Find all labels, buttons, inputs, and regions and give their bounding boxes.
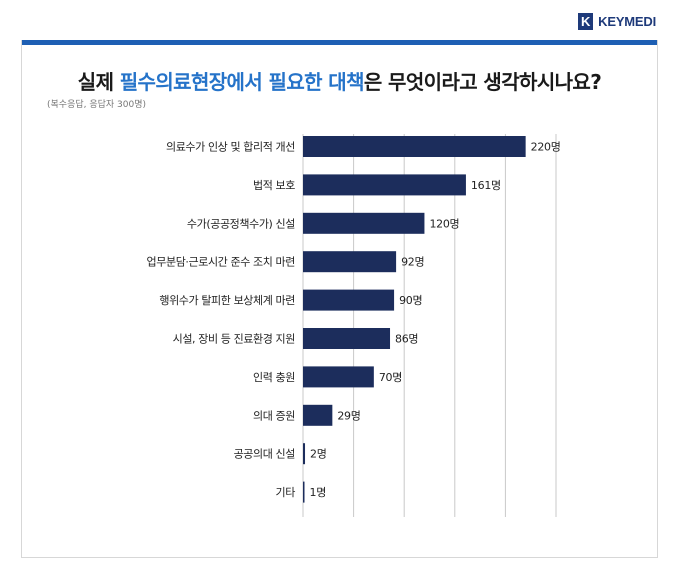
bar: [303, 174, 466, 196]
bar: [303, 443, 306, 465]
brand-name: KEYMEDI: [598, 14, 656, 29]
category-label: 시설, 장비 등 진료환경 지원: [173, 333, 295, 346]
category-label: 수가(공공정책수가) 신설: [187, 217, 295, 230]
chart-subtitle: (복수응답, 응답자 300명): [47, 100, 147, 110]
bar: [303, 251, 397, 273]
category-label: 공공의대 신설: [234, 448, 296, 461]
value-label: 2명: [310, 448, 327, 461]
brand-logo: K KEYMEDI: [578, 13, 656, 30]
value-label: 120명: [429, 217, 459, 230]
bar: [303, 289, 395, 311]
category-label: 행위수가 탈피한 보상체계 마련: [159, 294, 295, 307]
title-part-1: 실제: [77, 70, 120, 94]
bar: [303, 212, 425, 234]
bar: [303, 328, 391, 349]
category-label: 법적 보호: [253, 179, 295, 192]
category-label: 의대 증원: [253, 409, 295, 422]
title-part-3: 은 무엇이라고 생각하시나요?: [363, 70, 602, 94]
top-accent-bar: [22, 40, 657, 45]
value-label: 29명: [337, 409, 360, 422]
value-label: 70명: [379, 371, 402, 384]
value-label: 92명: [401, 256, 424, 269]
chart-card: 실제 필수의료현장에서 필요한 대책은 무엇이라고 생각하시나요? (복수응답,…: [21, 40, 658, 558]
bar: [303, 366, 374, 388]
category-label: 기타: [276, 486, 296, 499]
brand-mark-icon: K: [578, 13, 594, 30]
value-label: 161명: [471, 179, 501, 192]
category-label: 의료수가 인상 및 합리적 개선: [166, 141, 295, 154]
category-label: 인력 충원: [253, 371, 295, 384]
bar: [303, 481, 305, 503]
value-label: 220명: [531, 141, 561, 154]
title-highlight: 필수의료현장에서 필요한 대책: [119, 70, 365, 94]
value-label: 86명: [395, 333, 418, 346]
bar: [303, 136, 526, 157]
value-label: 90명: [399, 294, 422, 307]
bar: [303, 404, 333, 426]
value-label: 1명: [310, 486, 327, 499]
category-label: 업무분담·근로시간 준수 조치 마련: [147, 256, 296, 269]
chart-title: 실제 필수의료현장에서 필요한 대책은 무엇이라고 생각하시나요?: [22, 66, 657, 95]
